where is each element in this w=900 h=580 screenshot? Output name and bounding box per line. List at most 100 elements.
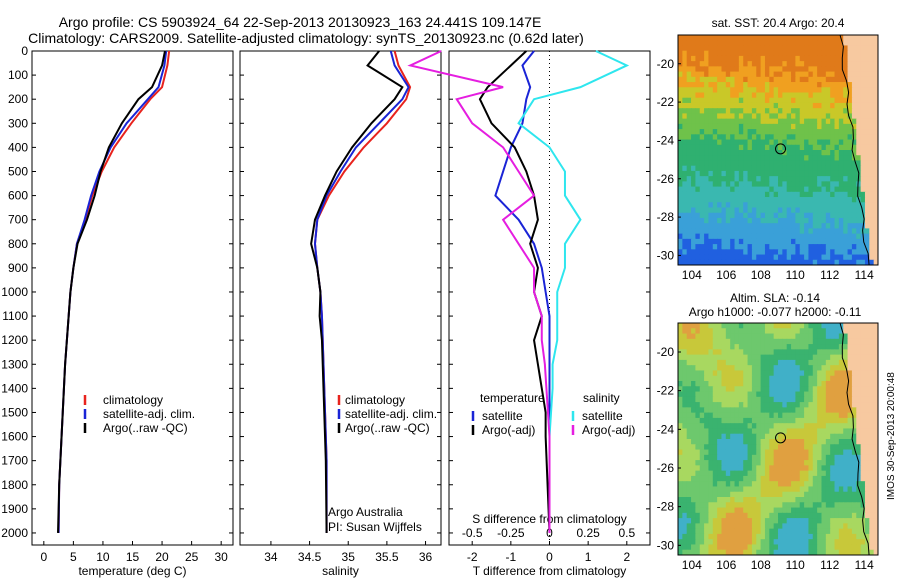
map-cell bbox=[773, 402, 779, 408]
map-cell bbox=[851, 186, 857, 193]
map-cell bbox=[825, 71, 831, 78]
map-cell bbox=[717, 433, 723, 440]
map-cell bbox=[691, 228, 696, 235]
map-cell bbox=[786, 71, 792, 78]
map-cell bbox=[764, 370, 770, 377]
map-cell bbox=[721, 544, 727, 551]
map-cell bbox=[682, 423, 688, 430]
map-cell bbox=[782, 212, 788, 219]
map-cell bbox=[804, 186, 810, 193]
map-cell bbox=[708, 412, 714, 419]
map-cell bbox=[686, 212, 692, 219]
map-cell bbox=[691, 465, 696, 472]
map-cell bbox=[808, 444, 814, 451]
map-cell bbox=[808, 197, 814, 203]
map-cell bbox=[825, 481, 831, 488]
map-cell bbox=[769, 470, 775, 477]
map-frame bbox=[677, 322, 879, 556]
map-cell bbox=[756, 223, 762, 230]
map-cell bbox=[678, 92, 683, 99]
map-cell bbox=[691, 475, 696, 482]
map-cell bbox=[834, 396, 840, 403]
map-cell bbox=[804, 35, 810, 41]
x-axis-label: temperature (deg C) bbox=[78, 564, 186, 578]
map-cell bbox=[860, 66, 866, 73]
map-cell bbox=[864, 544, 870, 551]
map-cell bbox=[717, 160, 723, 167]
map-cell bbox=[847, 402, 853, 408]
map-cell bbox=[782, 197, 788, 203]
map-cell bbox=[856, 396, 862, 403]
map-cell bbox=[678, 417, 683, 424]
map-cell bbox=[843, 444, 849, 451]
map-cell bbox=[834, 486, 840, 493]
map-cell bbox=[834, 108, 840, 115]
map-cell bbox=[825, 244, 831, 250]
map-cell bbox=[821, 497, 827, 503]
map-cell bbox=[769, 160, 775, 167]
map-cell bbox=[778, 507, 783, 514]
map-cell bbox=[695, 359, 701, 366]
map-cell bbox=[782, 186, 788, 193]
map-cell bbox=[747, 71, 753, 78]
map-cell bbox=[691, 333, 696, 340]
map-cell bbox=[773, 344, 779, 350]
map-cell bbox=[738, 35, 744, 41]
series-sal-satellite-adj--clim- bbox=[313, 50, 410, 533]
map-cell bbox=[808, 512, 814, 519]
map-cell bbox=[830, 223, 836, 230]
map-cell bbox=[856, 365, 862, 372]
map-cell bbox=[691, 449, 696, 456]
map-y-tick-label: -30 bbox=[657, 248, 675, 262]
map-cell bbox=[691, 170, 696, 177]
map-cell bbox=[717, 491, 723, 498]
map-cell bbox=[821, 238, 827, 245]
map-cell bbox=[869, 370, 875, 377]
map-cell bbox=[708, 481, 714, 488]
map-cell bbox=[808, 155, 814, 162]
map-cell bbox=[734, 370, 740, 377]
map-cell bbox=[725, 481, 731, 488]
map-cell bbox=[834, 507, 840, 514]
map-cell bbox=[804, 533, 810, 540]
map-cell bbox=[851, 160, 857, 167]
map-cell bbox=[704, 259, 710, 265]
map-cell bbox=[795, 491, 801, 498]
map-cell bbox=[691, 207, 696, 214]
map-cell bbox=[847, 82, 853, 88]
map-cell bbox=[778, 528, 783, 535]
map-cell bbox=[691, 423, 696, 430]
map-cell bbox=[830, 76, 836, 83]
y-tick-label: 1800 bbox=[1, 478, 28, 492]
x-tick-label: 1 bbox=[585, 550, 592, 564]
map-cell bbox=[764, 102, 770, 109]
map-cell bbox=[856, 181, 862, 188]
map-cell bbox=[782, 512, 788, 519]
map-cell bbox=[682, 512, 688, 519]
series-sal-argo---raw--qc- bbox=[310, 50, 404, 533]
map-cell bbox=[747, 370, 753, 377]
map-cell bbox=[808, 533, 814, 540]
map-cell bbox=[782, 518, 788, 524]
map-cell bbox=[782, 66, 788, 73]
map-cell bbox=[847, 396, 853, 403]
map-cell bbox=[743, 354, 749, 361]
map-cell bbox=[730, 481, 736, 488]
map-cell bbox=[712, 40, 718, 47]
map-cell bbox=[730, 549, 736, 555]
map-cell bbox=[704, 223, 710, 230]
map-cell bbox=[786, 50, 792, 57]
map-cell bbox=[756, 202, 762, 209]
map-cell bbox=[869, 338, 875, 345]
map-cell bbox=[825, 144, 831, 151]
map-cell bbox=[821, 165, 827, 172]
map-cell bbox=[760, 108, 766, 115]
map-cell bbox=[782, 97, 788, 104]
map-cell bbox=[686, 181, 692, 188]
map-cell bbox=[786, 354, 792, 361]
map-cell bbox=[821, 491, 827, 498]
map-cell bbox=[873, 155, 878, 162]
map-cell bbox=[808, 354, 814, 361]
map-cell bbox=[747, 97, 753, 104]
map-cell bbox=[682, 333, 688, 340]
